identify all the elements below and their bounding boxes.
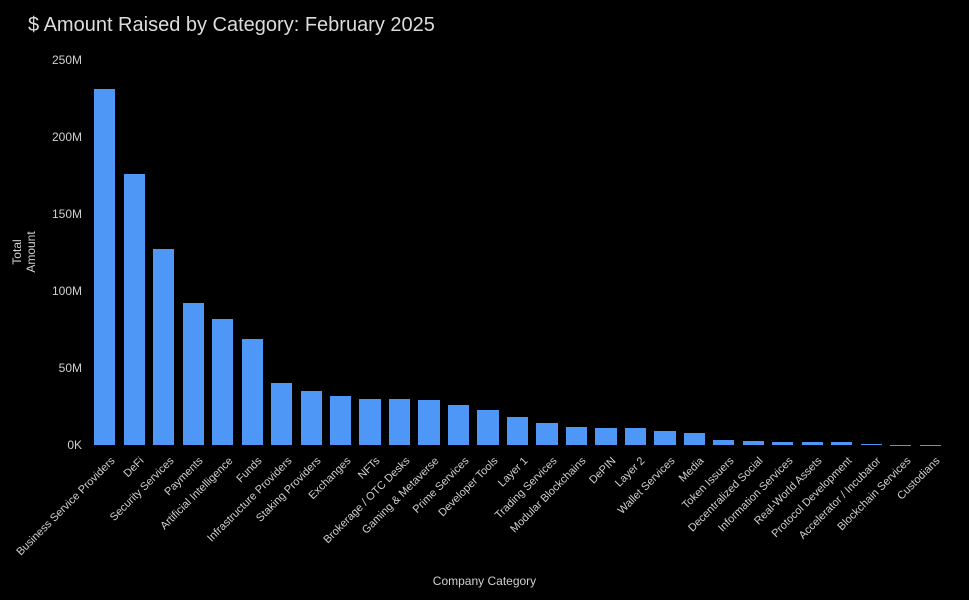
bar: [389, 399, 410, 445]
bar: [242, 339, 263, 445]
bar: [448, 405, 469, 445]
bar: [507, 417, 528, 445]
bar: [536, 423, 557, 445]
y-axis-title-text: Total Amount: [10, 231, 38, 272]
bar: [418, 400, 439, 445]
bar: [861, 444, 882, 445]
bar: [330, 396, 351, 445]
x-tick-label: Business Service Providers: [14, 455, 117, 558]
bar: [271, 383, 292, 445]
bar: [831, 442, 852, 445]
bar: [713, 440, 734, 445]
bar: [183, 303, 204, 445]
bar: [301, 391, 322, 445]
chart-container: $ Amount Raised by Category: February 20…: [0, 0, 969, 600]
y-tick-label: 250M: [22, 53, 82, 67]
y-tick-label: 200M: [22, 130, 82, 144]
bar: [625, 428, 646, 445]
bar: [772, 442, 793, 445]
x-tick-label: NFTs: [356, 455, 383, 482]
bar: [684, 433, 705, 445]
chart-title: $ Amount Raised by Category: February 20…: [28, 14, 435, 37]
bar: [654, 431, 675, 445]
bar: [743, 441, 764, 445]
bar: [802, 442, 823, 445]
y-tick-label: 0K: [22, 438, 82, 452]
bar: [595, 428, 616, 445]
bar: [477, 410, 498, 445]
plot-area: [90, 60, 945, 445]
y-tick-label: 50M: [22, 361, 82, 375]
x-tick-label: DeFi: [122, 455, 147, 480]
y-tick-label: 150M: [22, 207, 82, 221]
x-axis-title: Company Category: [0, 574, 969, 588]
bar: [359, 399, 380, 445]
bar: [124, 174, 145, 445]
bar: [153, 249, 174, 445]
bar: [212, 319, 233, 445]
bar: [566, 427, 587, 445]
bar: [94, 89, 115, 445]
y-tick-label: 100M: [22, 284, 82, 298]
